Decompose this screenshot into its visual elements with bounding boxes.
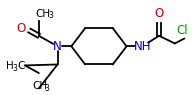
Text: H: H	[6, 61, 14, 71]
Text: Cl: Cl	[176, 24, 188, 37]
Text: C: C	[17, 61, 25, 71]
Text: N: N	[53, 40, 62, 53]
Text: O: O	[17, 22, 26, 35]
Text: 3: 3	[12, 64, 17, 73]
Text: CH: CH	[35, 9, 50, 19]
Text: O: O	[154, 7, 164, 20]
Text: 3: 3	[45, 84, 50, 93]
Text: NH: NH	[134, 40, 151, 53]
Text: 3: 3	[48, 11, 53, 20]
Text: CH: CH	[32, 81, 47, 91]
